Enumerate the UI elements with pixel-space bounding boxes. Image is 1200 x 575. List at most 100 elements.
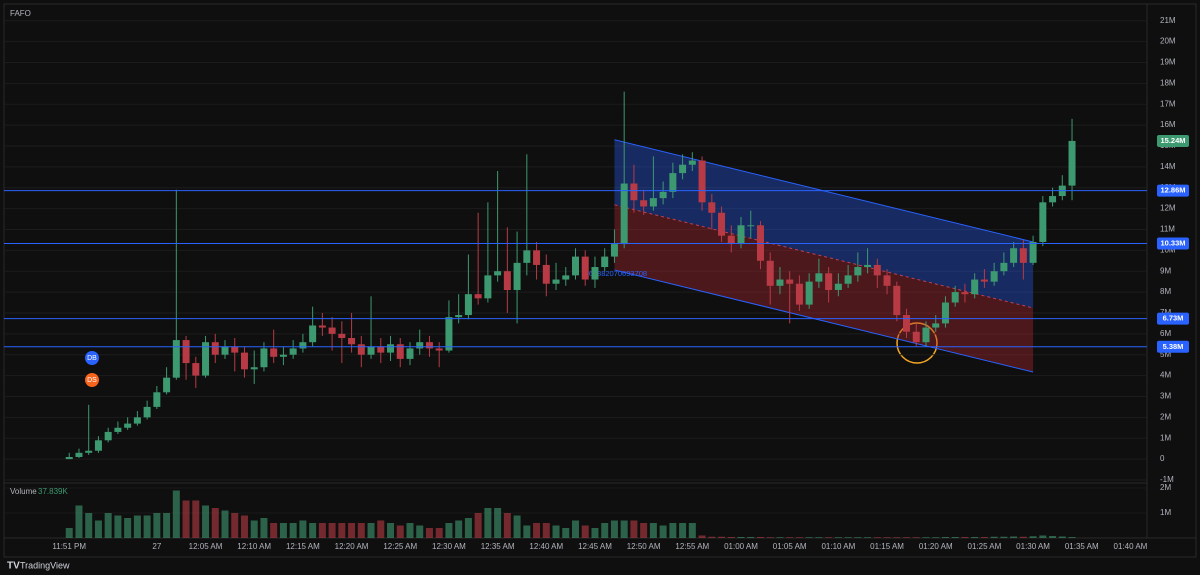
volume-bar	[65, 528, 73, 538]
level-badge	[1157, 237, 1189, 250]
volume-bar	[951, 537, 959, 538]
candle-body	[951, 292, 959, 303]
candle-body	[562, 275, 570, 280]
y-tick-label: 2M	[1160, 412, 1171, 421]
level-badge	[1157, 312, 1189, 325]
brand-icon: TV	[7, 561, 20, 572]
y-tick-label: 21M	[1160, 16, 1176, 25]
volume-bar	[124, 518, 132, 538]
x-tick-label: 12:35 AM	[481, 542, 515, 551]
candle-body	[114, 427, 122, 432]
volume-bar	[75, 505, 83, 538]
volume-bar	[221, 510, 229, 538]
level-label: 10.33M	[1160, 238, 1185, 247]
x-tick-label: 12:05 AM	[189, 542, 223, 551]
volume-bar	[854, 537, 862, 538]
channel-upper-fill	[614, 139, 1034, 308]
candle-body	[572, 256, 579, 276]
volume-bar	[143, 515, 151, 538]
candle-body	[679, 164, 687, 174]
y-tick-label: 11M	[1160, 225, 1175, 234]
candle-body	[435, 348, 443, 351]
candle-body	[533, 250, 541, 265]
volume-bar	[309, 523, 317, 538]
y-tick-label: -1M	[1160, 475, 1174, 484]
volume-bar	[377, 520, 385, 538]
candle-body	[649, 198, 657, 207]
volume-bar	[406, 523, 414, 538]
marker-badge	[85, 351, 99, 365]
x-tick-label: 12:20 AM	[335, 542, 369, 551]
volume-bar	[445, 523, 453, 538]
volume-bar	[786, 537, 794, 538]
candle-body	[620, 183, 628, 245]
highlight-circle	[896, 322, 938, 364]
volume-bar	[552, 525, 560, 538]
candle-body	[65, 456, 73, 460]
candle-body	[240, 352, 248, 370]
volume-bar	[163, 513, 171, 538]
candle-body	[1000, 262, 1008, 272]
volume-bar	[883, 537, 891, 538]
volume-bar	[387, 523, 395, 538]
volume-bar	[737, 537, 745, 538]
candle-body	[348, 338, 356, 345]
candle-body	[766, 260, 774, 286]
volume-bar	[435, 528, 443, 538]
candle-body	[961, 292, 969, 295]
volume-bar	[523, 525, 531, 538]
y-tick-label: 0	[1160, 454, 1165, 463]
volume-bar	[766, 537, 774, 538]
volume-bar	[591, 528, 599, 538]
x-tick-label: 12:45 AM	[578, 542, 612, 551]
volume-bar	[834, 537, 842, 538]
volume-bar	[94, 520, 102, 538]
volume-bar	[533, 523, 541, 538]
volume-bar	[396, 525, 404, 538]
candle-body	[990, 271, 998, 282]
candle-body	[815, 273, 823, 282]
candle-body	[1049, 196, 1057, 203]
candle-body	[202, 342, 210, 376]
candle-body	[425, 342, 433, 349]
candle-body	[464, 294, 472, 316]
volume-bar	[649, 523, 657, 538]
volume-bar	[231, 513, 239, 538]
candle-body	[747, 225, 755, 227]
candle-body	[1010, 248, 1018, 263]
candle-body	[85, 450, 93, 453]
volume-bar	[980, 537, 988, 538]
candle-body	[864, 264, 872, 268]
candle-body	[776, 279, 784, 286]
candle-body	[309, 325, 317, 343]
candle-body	[328, 327, 336, 334]
volume-bar	[727, 537, 735, 538]
marker-label: DB	[87, 355, 97, 362]
candle-body	[698, 160, 706, 203]
volume-bar	[270, 523, 278, 538]
y-tick-label: 14M	[1160, 162, 1176, 171]
volume-bar	[182, 500, 190, 538]
volume-bar	[211, 508, 219, 538]
candle-body	[94, 440, 102, 451]
candle-body	[737, 225, 745, 245]
x-tick-label: 01:30 AM	[1016, 542, 1050, 551]
volume-bar	[357, 523, 365, 538]
candle-body	[659, 191, 667, 199]
candle-body	[581, 256, 589, 280]
volume-bar	[912, 537, 920, 538]
last-price-badge	[1157, 134, 1189, 147]
candle-body	[133, 417, 141, 424]
x-tick-label: 01:15 AM	[870, 542, 904, 551]
volume-bar	[1000, 536, 1008, 538]
volume-bar	[318, 523, 326, 538]
x-tick-label: 01:35 AM	[1065, 542, 1099, 551]
y-tick-label: 10M	[1160, 245, 1176, 254]
x-tick-label: 27	[152, 542, 161, 551]
x-tick-label: 12:10 AM	[237, 542, 271, 551]
volume-bar	[864, 537, 872, 538]
candle-body	[104, 431, 112, 441]
volume-bar	[1049, 536, 1057, 538]
volume-bar	[669, 523, 677, 538]
volume-bar	[659, 525, 667, 538]
